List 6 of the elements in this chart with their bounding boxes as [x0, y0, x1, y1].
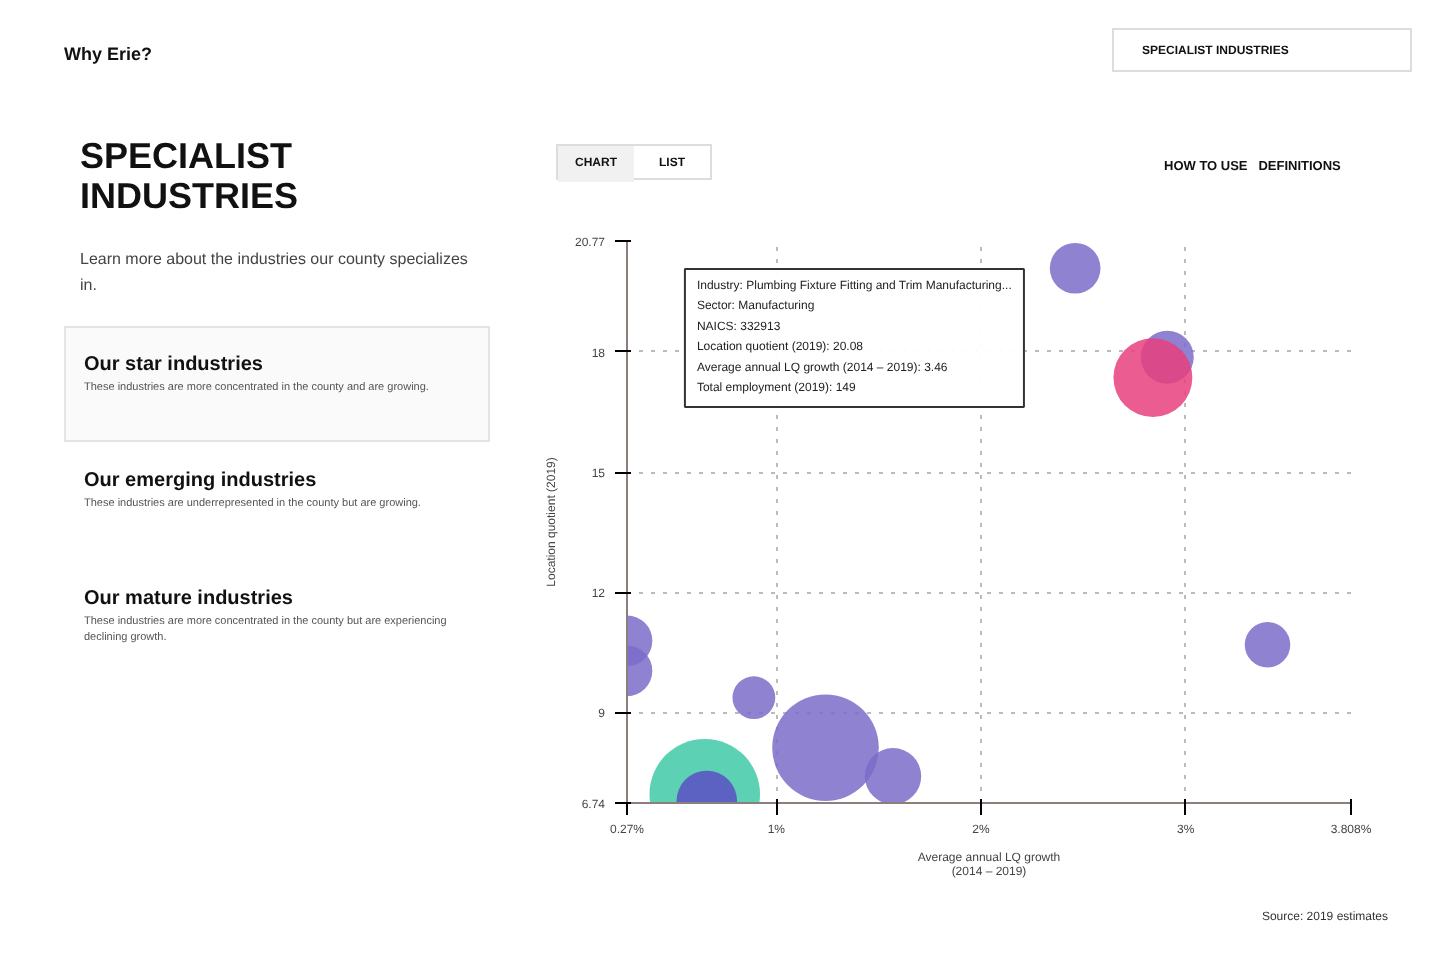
text: Our star industries [84, 352, 263, 380]
text: Learn more about the industries our county specializes in. [80, 248, 470, 298]
text: Our emerging industries [84, 468, 317, 496]
text: Why Erie? [64, 42, 153, 68]
text: Our mature industries [84, 586, 293, 614]
text: SPECIALIST INDUSTRIES [80, 136, 301, 216]
